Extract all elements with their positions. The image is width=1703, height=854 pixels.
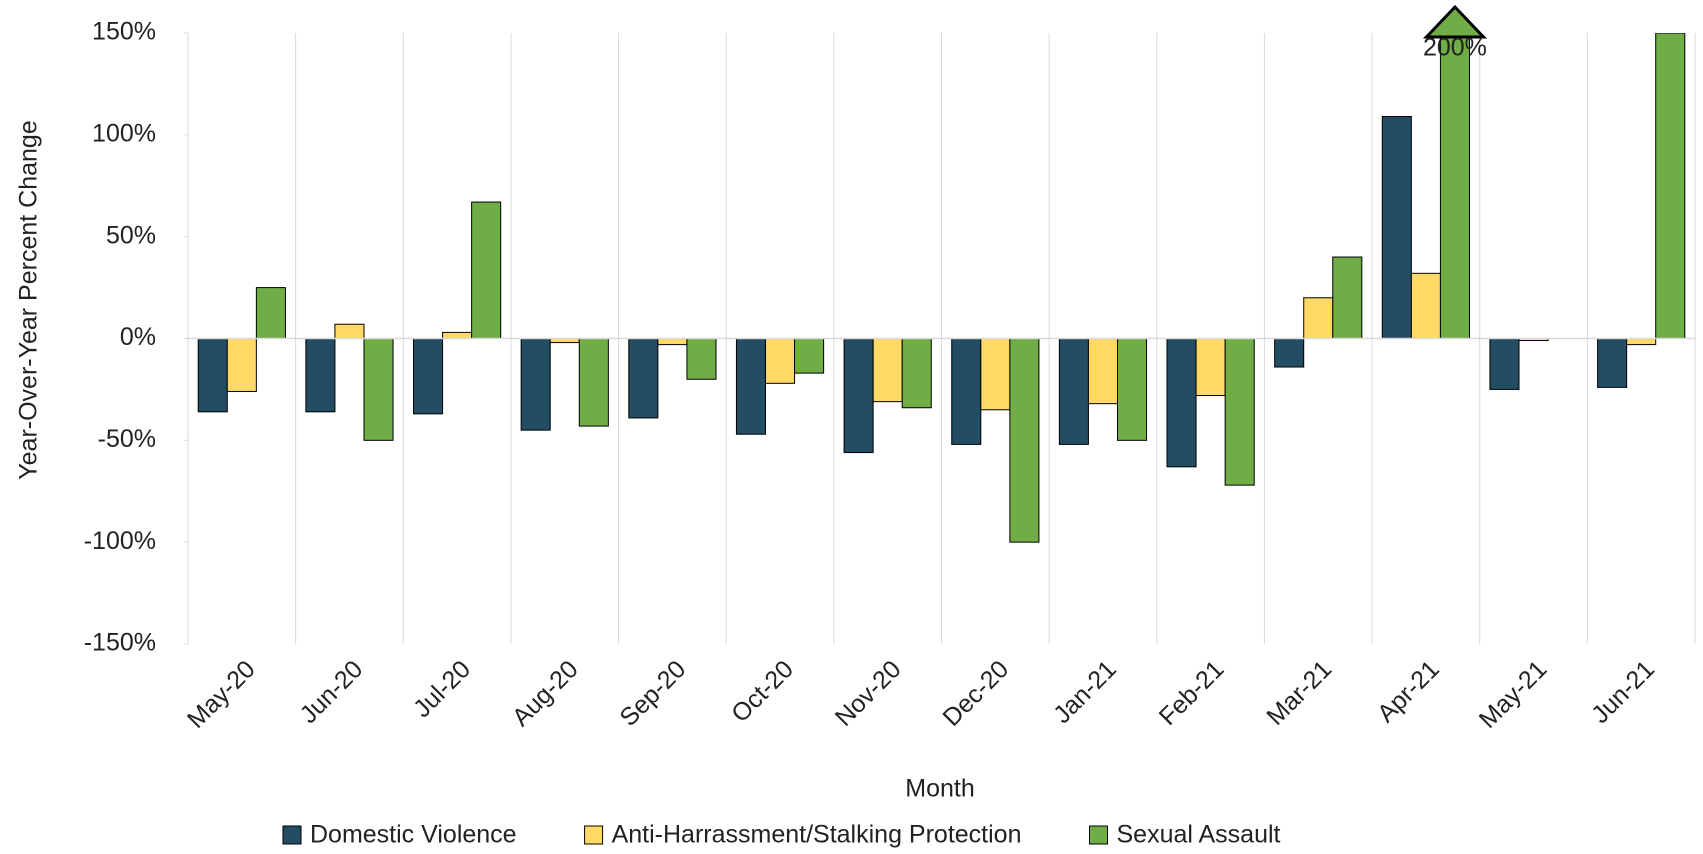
bar (1166, 338, 1197, 468)
bar (1303, 297, 1334, 339)
legend-swatch (584, 825, 604, 845)
bar (628, 338, 659, 419)
bar (1224, 338, 1255, 486)
x-tick-label: May-20 (182, 655, 261, 734)
y-tick-label: -50% (98, 425, 156, 453)
y-tick-label: 150% (92, 18, 156, 46)
y-tick-label: 50% (106, 221, 156, 249)
bar (226, 338, 257, 392)
x-tick-label: Jan-21 (1048, 655, 1122, 729)
bar (1087, 338, 1118, 405)
bar (413, 338, 444, 415)
bar (1597, 338, 1628, 388)
x-tick-label: May-21 (1474, 655, 1553, 734)
x-tick-label: Jun-21 (1586, 655, 1660, 729)
legend-label: Domestic Violence (310, 821, 517, 849)
legend-swatch (282, 825, 302, 845)
bar (1009, 338, 1040, 543)
x-axis-title: Month (905, 775, 974, 803)
x-tick-label: Dec-20 (937, 655, 1014, 732)
x-tick-label: Oct-20 (726, 655, 799, 728)
bar (471, 201, 502, 339)
x-tick-label: Apr-21 (1372, 655, 1445, 728)
x-tick-label: Jun-20 (295, 655, 369, 729)
bar (1489, 338, 1520, 390)
x-tick-label: Nov-20 (830, 655, 907, 732)
x-tick-label: Jul-20 (408, 655, 476, 723)
bar (951, 338, 982, 445)
bar (686, 338, 717, 380)
bar (255, 287, 286, 340)
bar (1626, 338, 1657, 346)
x-tick-label: Feb-21 (1154, 655, 1230, 731)
y-tick-label: -100% (84, 527, 156, 555)
overflow-arrow (1422, 4, 1487, 39)
bar (197, 338, 228, 413)
bar (1332, 256, 1363, 339)
bar (1655, 33, 1686, 339)
x-tick-label: Mar-21 (1261, 655, 1337, 731)
bar (765, 338, 796, 384)
legend-swatch (1088, 825, 1108, 845)
y-tick-label: 100% (92, 119, 156, 147)
bar (872, 338, 903, 403)
x-tick-label: Aug-20 (507, 655, 584, 732)
bar (1381, 116, 1412, 340)
bar (843, 338, 874, 454)
bar (1058, 338, 1089, 445)
bar (1116, 338, 1148, 441)
bar (735, 338, 767, 435)
bar (901, 338, 932, 409)
bar (442, 331, 473, 340)
y-axis-title: Year-Over-Year Percent Change (15, 120, 43, 479)
bar (980, 338, 1011, 411)
data-label: 200% (1423, 34, 1487, 62)
bar (1274, 338, 1305, 368)
y-tick-label: 0% (120, 323, 156, 351)
bar (578, 338, 609, 427)
x-tick-label: Sep-20 (614, 655, 691, 732)
bar (1195, 338, 1226, 397)
bar (520, 338, 551, 431)
bar (363, 338, 394, 441)
bar (657, 338, 688, 346)
bar (1410, 272, 1441, 339)
bar (334, 323, 365, 340)
legend-label: Anti-Harrassment/Stalking Protection (612, 821, 1022, 849)
y-tick-label: -150% (84, 629, 156, 657)
bar (305, 338, 336, 413)
legend-label: Sexual Assault (1116, 821, 1280, 849)
bar (794, 338, 825, 374)
